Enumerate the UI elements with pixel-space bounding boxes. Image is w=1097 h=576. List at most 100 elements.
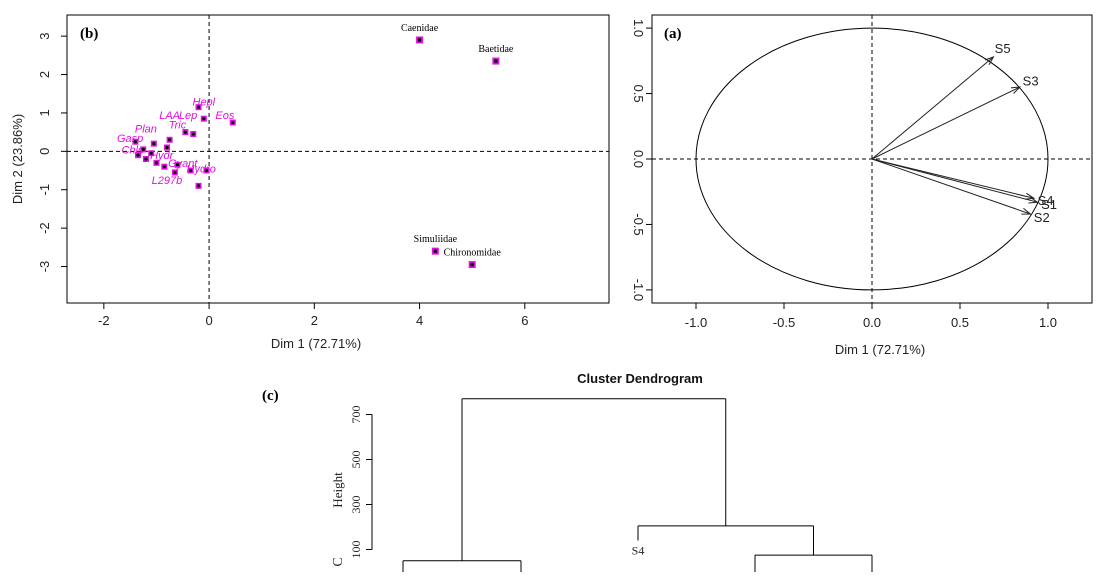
panel-b-ylabel: Dim 2 (23.86%) bbox=[10, 114, 25, 204]
cluster-point-label: Lep bbox=[179, 110, 197, 122]
x-tick-label: 2 bbox=[311, 313, 318, 328]
y-tick-label: -3 bbox=[37, 261, 52, 273]
panel-a-x-ticks: -1.0 -0.5 0.0 0.5 1.0 bbox=[685, 303, 1057, 330]
cluster-point-label: Gasp bbox=[117, 133, 143, 145]
cluster-point bbox=[149, 151, 153, 155]
cluster-point bbox=[175, 163, 180, 167]
y-tick-label: -2 bbox=[37, 222, 52, 234]
cluster-point bbox=[154, 161, 159, 165]
panel-b-label: (b) bbox=[80, 26, 98, 42]
unit-circle bbox=[695, 27, 1049, 291]
x-tick-label: 6 bbox=[521, 313, 528, 328]
dendrogram-title: Cluster Dendrogram bbox=[577, 371, 703, 386]
vector-label: S4 bbox=[1038, 193, 1054, 208]
vector-label: S2 bbox=[1034, 210, 1050, 225]
y-tick-label: 500 bbox=[349, 451, 363, 469]
cluster-point bbox=[168, 138, 172, 142]
x-tick-label: -2 bbox=[98, 313, 110, 328]
cluster-point-label: LAA bbox=[159, 110, 180, 122]
panel-b-x-ticks: -2 0 2 4 6 bbox=[98, 303, 528, 328]
data-point bbox=[494, 59, 498, 63]
cluster-point bbox=[231, 120, 235, 125]
y-tick-label: 700 bbox=[349, 406, 363, 424]
x-tick-label: -1.0 bbox=[685, 315, 707, 330]
x-tick-label: 0.0 bbox=[863, 315, 881, 330]
vector-arrowhead bbox=[984, 55, 995, 65]
vector-label: S3 bbox=[1023, 74, 1039, 89]
vector-line bbox=[871, 158, 1031, 215]
panel-a-xlabel: Dim 1 (72.71%) bbox=[835, 342, 925, 357]
x-tick-label: 0 bbox=[205, 313, 212, 328]
cluster-point bbox=[189, 168, 193, 173]
y-tick-label: 100 bbox=[349, 541, 363, 559]
cluster-point bbox=[183, 130, 187, 134]
vector-arrowhead bbox=[1010, 86, 1022, 94]
y-tick-label: 2 bbox=[37, 71, 52, 78]
data-point-label: Chironomidae bbox=[444, 248, 502, 259]
cluster-point-label: Tric bbox=[169, 119, 187, 131]
dendrogram-leaf-labels: S5S3S4S2S1 bbox=[397, 544, 879, 576]
x-tick-label: 0.5 bbox=[951, 315, 969, 330]
pca-individuals-panel: (b) Dim 1 (72.71%) Dim 2 (23.86%) -2 0 2 4 6… bbox=[10, 14, 610, 351]
vector-arrowhead bbox=[1024, 192, 1036, 200]
data-point-label: Simuliidae bbox=[414, 234, 458, 245]
dendrogram-tree bbox=[402, 398, 873, 572]
cluster-point-label: Plan bbox=[135, 123, 157, 135]
cluster-point bbox=[191, 132, 195, 136]
panel-b-xlabel: Dim 1 (72.71%) bbox=[271, 336, 361, 351]
panel-b-labeled-points: Caenidae Baetidae Simuliidae Chironomidae bbox=[401, 23, 514, 269]
leaf-label: S4 bbox=[632, 544, 645, 558]
x-tick-label: 4 bbox=[416, 313, 423, 328]
data-point bbox=[470, 262, 474, 267]
y-tick-label: -1.0 bbox=[631, 279, 646, 301]
panel-a-y-ticks: -1.0 -0.5 0.0 0.5 1.0 bbox=[631, 19, 652, 301]
cluster-point-label: L297b bbox=[152, 175, 183, 187]
y-tick-label: 1.0 bbox=[631, 19, 646, 37]
x-tick-label: -0.5 bbox=[773, 315, 795, 330]
vector-arrowhead bbox=[1021, 207, 1032, 215]
cluster-point-label: Hydr bbox=[150, 150, 175, 162]
panel-a-unit-circle bbox=[695, 27, 1049, 291]
dendrogram-panel: (c) Cluster Dendrogram Height C 100 300 50… bbox=[262, 371, 878, 576]
cluster-point bbox=[165, 145, 169, 150]
cluster-point bbox=[196, 184, 201, 188]
panel-b-y-ticks: -3 -2 -1 0 1 2 3 bbox=[37, 33, 67, 273]
cluster-point bbox=[136, 153, 140, 157]
panel-b-frame bbox=[66, 14, 610, 304]
cluster-point bbox=[173, 170, 177, 175]
y-tick-label: 0 bbox=[37, 148, 52, 155]
vector-line bbox=[871, 86, 1021, 160]
y-tick-label: 0.0 bbox=[631, 150, 646, 168]
cluster-point bbox=[196, 105, 201, 109]
vector-label: S1 bbox=[1041, 197, 1057, 212]
data-point bbox=[417, 38, 422, 42]
data-point-label: Caenidae bbox=[401, 23, 439, 34]
data-point-label: Baetidae bbox=[478, 44, 514, 55]
dendrogram-ylabel: Height bbox=[330, 472, 345, 508]
cluster-point bbox=[202, 117, 206, 121]
data-point bbox=[433, 249, 438, 253]
y-tick-label: -1 bbox=[37, 184, 52, 196]
panel-c-label: (c) bbox=[262, 388, 279, 404]
cluster-point bbox=[144, 157, 148, 161]
cluster-point bbox=[152, 142, 156, 146]
y-tick-label: 1 bbox=[37, 109, 52, 116]
y-tick-label: 300 bbox=[349, 496, 363, 514]
vector-line bbox=[871, 158, 1038, 203]
dendrogram-margin-letter: C bbox=[331, 557, 346, 566]
cluster-point-label: Eos bbox=[215, 110, 234, 122]
y-tick-label: 0.5 bbox=[631, 85, 646, 103]
vector-line bbox=[871, 56, 994, 160]
dendrogram-y-axis: 100 300 500 700 bbox=[349, 406, 373, 559]
y-tick-label: -0.5 bbox=[631, 213, 646, 235]
cluster-point bbox=[141, 147, 145, 151]
panel-b-reference-lines bbox=[67, 15, 609, 303]
y-tick-label: 3 bbox=[37, 33, 52, 40]
cluster-point bbox=[204, 168, 209, 173]
vector-arrowhead bbox=[1028, 196, 1039, 204]
cluster-point bbox=[133, 140, 138, 144]
vector-label: S5 bbox=[995, 41, 1011, 56]
x-tick-label: 1.0 bbox=[1039, 315, 1057, 330]
